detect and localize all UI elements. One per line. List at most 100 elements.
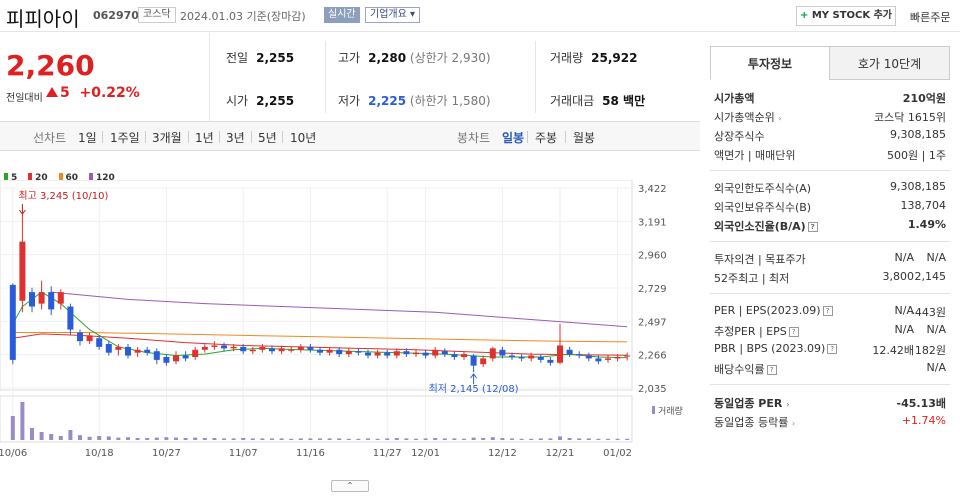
x-tick-label: 12/12 bbox=[488, 448, 517, 459]
y-tick-label: 2,266 bbox=[638, 351, 667, 362]
divider bbox=[565, 131, 566, 143]
help-icon[interactable]: ? bbox=[766, 365, 777, 375]
period-3m-button[interactable]: 3개월 bbox=[152, 131, 182, 145]
volume-bar bbox=[433, 438, 438, 440]
volume-bar bbox=[202, 438, 207, 440]
corp-overview-dropdown[interactable]: 기업개요 ▾ bbox=[365, 7, 421, 23]
collapse-chart-button[interactable]: ⌃ bbox=[331, 480, 369, 492]
opinion-value: N/A bbox=[894, 251, 914, 264]
row-label: 동일업종 등락률 › bbox=[714, 414, 795, 430]
volume-bar bbox=[337, 438, 342, 440]
candle-body bbox=[441, 351, 448, 355]
period-3y-button[interactable]: 3년 bbox=[226, 131, 245, 145]
candle-body bbox=[144, 349, 151, 353]
volume-bar bbox=[106, 436, 111, 440]
legend-swatch bbox=[4, 173, 8, 180]
volume-bar bbox=[615, 438, 620, 440]
row-label: 외국인한도주식수(A) bbox=[714, 182, 812, 195]
volume-bar bbox=[78, 435, 82, 440]
row-industry-change: 동일업종 등락률 › +1.74% bbox=[714, 414, 946, 432]
volume-bar bbox=[270, 438, 274, 440]
candle-body bbox=[345, 351, 352, 355]
row-market-cap: 시가총액 210억원 bbox=[714, 90, 946, 108]
volume-bar bbox=[10, 416, 15, 440]
volume-bar bbox=[577, 438, 582, 440]
volume-bar bbox=[519, 438, 524, 440]
period-1d-button[interactable]: 1일 bbox=[78, 131, 97, 145]
row-foreign-limit: 외국인한도주식수(A) 9,308,185 bbox=[714, 180, 946, 198]
per-value: N/A bbox=[894, 304, 914, 317]
volume-bar bbox=[442, 438, 447, 440]
low-arrow-icon bbox=[470, 373, 477, 384]
help-icon[interactable]: ? bbox=[827, 344, 838, 354]
row-value: 9,308,185 bbox=[890, 180, 946, 193]
volume-bar bbox=[404, 438, 409, 440]
volume-bar bbox=[154, 437, 159, 440]
candle-body bbox=[317, 349, 323, 353]
daily-candle-button[interactable]: 일봉 bbox=[502, 131, 525, 145]
chevron-right-icon: › bbox=[786, 400, 790, 409]
tab-quote-10[interactable]: 호가 10단계 bbox=[829, 46, 950, 80]
volume-bar bbox=[385, 438, 390, 440]
volume-bar bbox=[510, 438, 514, 440]
stock-name: 피피아이 bbox=[6, 7, 80, 31]
high-arrow-icon bbox=[19, 204, 26, 215]
candle-body bbox=[269, 348, 275, 352]
volume-bar bbox=[366, 438, 370, 440]
volume-bar bbox=[308, 438, 313, 440]
row-cap-rank[interactable]: 시가총액순위 › 코스닥 1615위 bbox=[714, 109, 946, 127]
volume-legend: 거래량 bbox=[652, 404, 683, 417]
period-1w-button[interactable]: 1주일 bbox=[110, 131, 140, 145]
up-triangle-icon bbox=[46, 87, 58, 97]
candle-body bbox=[173, 355, 179, 362]
help-icon[interactable]: ? bbox=[807, 222, 818, 232]
candle-body bbox=[77, 332, 83, 342]
candle-body bbox=[422, 352, 429, 356]
row-label: 액면가 | 매매단위 bbox=[714, 149, 796, 162]
stat-high: 고가 2,280 (상한가 2,930) bbox=[338, 49, 491, 66]
volume-bar bbox=[222, 438, 226, 440]
help-icon[interactable]: ? bbox=[822, 306, 833, 316]
candle-body bbox=[605, 358, 611, 360]
candle-body bbox=[624, 355, 631, 357]
period-1y-button[interactable]: 1년 bbox=[195, 131, 214, 145]
volume-bar bbox=[135, 438, 140, 440]
row-label: 투자의견 | 목표주가 bbox=[714, 253, 806, 266]
volume-bar bbox=[394, 438, 399, 440]
x-tick-label: 10/27 bbox=[152, 448, 181, 459]
stat-open: 시가 2,255 bbox=[226, 92, 294, 109]
volume-bar bbox=[356, 438, 361, 440]
row-label: 동일업종 PER › bbox=[714, 395, 790, 411]
investment-panel: 투자정보 호가 10단계 시가총액 210억원 시가총액순위 › 코스닥 1615위… bbox=[710, 46, 950, 486]
candle-body bbox=[518, 356, 525, 359]
candle-body bbox=[259, 346, 266, 350]
row-52w: 52주최고 | 최저 3,800 2,145 bbox=[714, 270, 946, 288]
tab-investment-info[interactable]: 투자정보 bbox=[710, 46, 830, 80]
legend-swatch bbox=[28, 173, 33, 180]
realtime-button[interactable]: 실시간 bbox=[324, 7, 360, 23]
quick-order-link[interactable]: 빠른주문 bbox=[910, 11, 951, 24]
est-per-value: N/A bbox=[894, 323, 914, 336]
add-mystock-button[interactable]: + MY STOCK 추가 bbox=[796, 6, 896, 26]
stat-label: 저가 bbox=[338, 94, 361, 108]
stat-value: 2,255 bbox=[256, 51, 295, 65]
period-10y-button[interactable]: 10년 bbox=[290, 131, 317, 145]
volume-bar bbox=[145, 438, 150, 440]
price-stats: 전일 2,255 고가 2,280 (상한가 2,930) 거래량 25,922 시가… bbox=[210, 33, 700, 121]
base-date-value: 2024.01.03 bbox=[180, 10, 243, 23]
help-icon[interactable]: ? bbox=[788, 327, 799, 337]
plus-icon: + bbox=[799, 10, 809, 21]
weekly-candle-button[interactable]: 주봉 bbox=[535, 131, 558, 145]
candle-body bbox=[547, 359, 554, 363]
candle-body bbox=[29, 292, 35, 307]
stock-code: 062970 bbox=[93, 9, 139, 22]
candle-body bbox=[297, 346, 304, 350]
candle-body bbox=[393, 351, 400, 356]
candle-body bbox=[307, 346, 314, 350]
monthly-candle-button[interactable]: 월봉 bbox=[573, 131, 596, 145]
period-5y-button[interactable]: 5년 bbox=[258, 131, 277, 145]
stock-chart[interactable]: 3,422 3,191 2,960 2,729 2,497 2,266 2,035 10/06… bbox=[0, 180, 700, 480]
volume-bar bbox=[327, 438, 332, 440]
row-dividend: 배당수익률? N/A bbox=[714, 361, 946, 379]
legend-ma5: 5 bbox=[4, 173, 17, 183]
